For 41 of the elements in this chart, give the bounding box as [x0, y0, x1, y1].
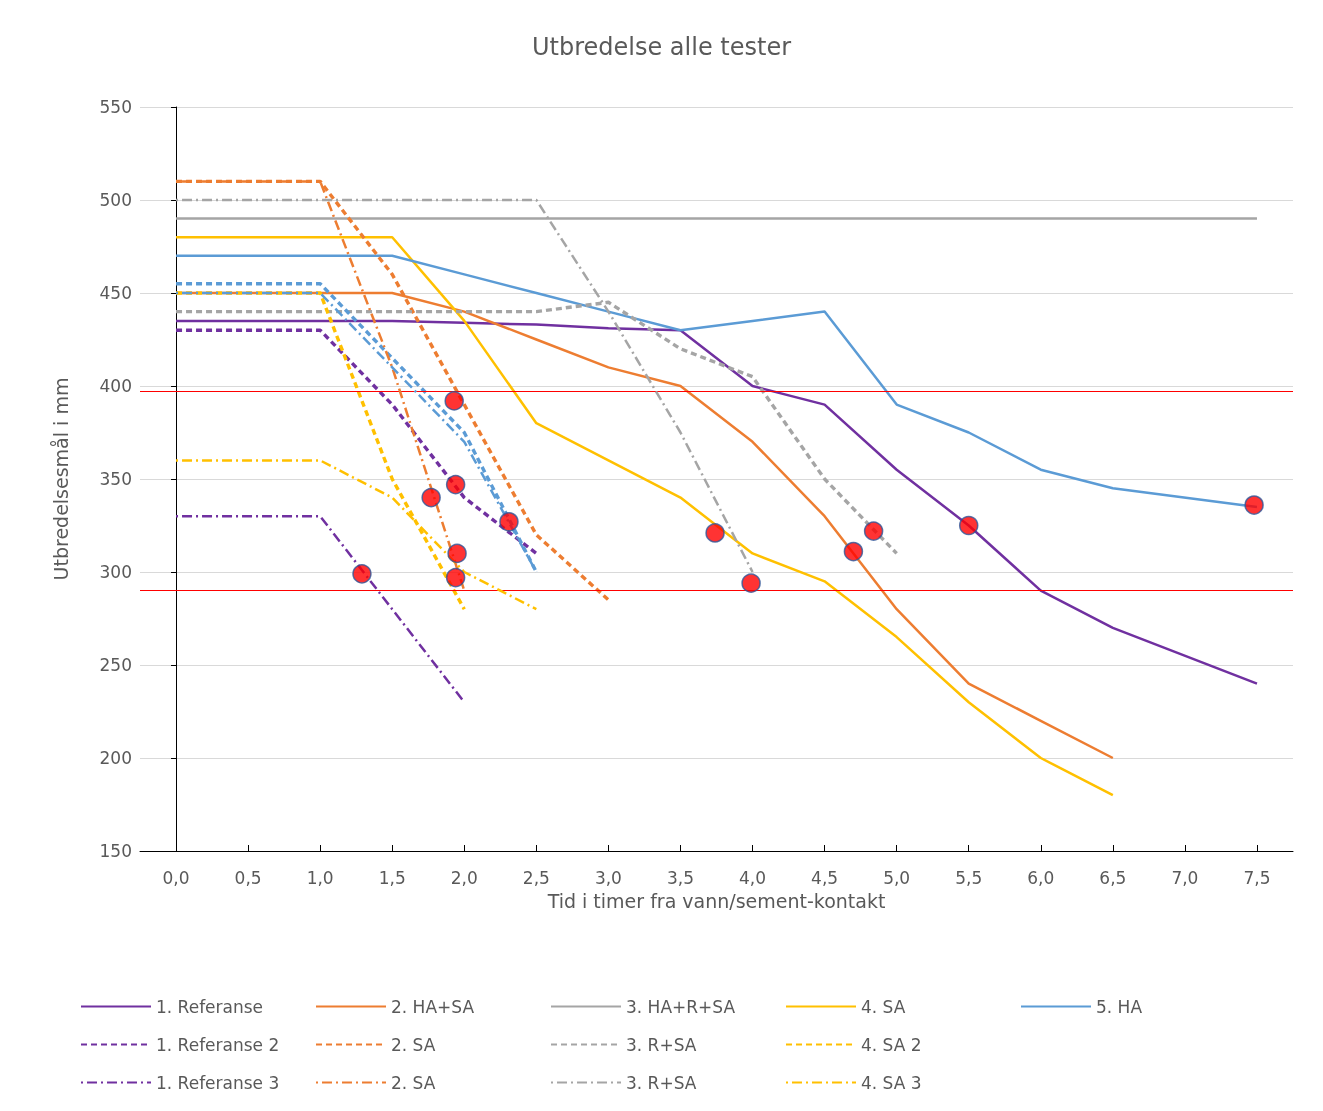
y-tick-label: 150: [99, 841, 132, 861]
x-tick-label: 6,0: [1027, 867, 1055, 888]
x-tick-label: 6,5: [1099, 867, 1127, 888]
x-tick-label: 5,0: [883, 867, 911, 888]
x-tick-label: 1,0: [306, 867, 334, 888]
x-tick-label: 0,0: [162, 867, 190, 888]
legend-label: 1. Referanse: [156, 996, 264, 1017]
legend-label: 4. SA 3: [861, 1072, 922, 1093]
x-tick-label: 3,0: [594, 867, 622, 888]
x-tick-label: 2,0: [450, 867, 478, 888]
legend-label: 3. R+SA: [626, 1072, 702, 1093]
y-tick-label: 550: [99, 97, 132, 117]
legend-label: 2. SA: [391, 1034, 436, 1055]
legend-label: 5. HA: [1096, 996, 1143, 1017]
y-tick-label: 300: [99, 562, 132, 582]
legend-label: 4. SA: [861, 996, 906, 1017]
x-tick-label: 4,5: [811, 867, 839, 888]
legend-label: 1. Referanse 3: [156, 1072, 280, 1093]
y-tick-label: 200: [99, 748, 132, 768]
legend-label: 3. HA+R+SA: [626, 996, 736, 1017]
y-tick-label: 250: [99, 655, 132, 675]
legend-label: 1. Referanse 2: [156, 1034, 280, 1055]
x-tick-label: 1,5: [378, 867, 406, 888]
y-tick-label: 500: [99, 190, 132, 210]
chart-title: Utbredelse alle tester: [531, 33, 792, 61]
x-tick-label: 3,5: [666, 867, 694, 888]
legend-label: 2. HA+SA: [391, 996, 475, 1017]
y-axis-title: Utbredelsesmål i mm: [49, 377, 72, 581]
x-tick-label: 7,0: [1171, 867, 1199, 888]
legend-label: 4. SA 2: [861, 1034, 922, 1055]
x-tick-label: 5,5: [955, 867, 983, 888]
x-tick-label: 4,0: [739, 867, 767, 888]
legend-label: 3. R+SA: [626, 1034, 697, 1055]
x-tick-label: 7,5: [1243, 867, 1271, 888]
legend-label: 2. SA: [391, 1072, 441, 1093]
y-tick-label: 450: [99, 283, 132, 303]
x-tick-label: 2,5: [522, 867, 550, 888]
y-tick-label: 400: [99, 376, 132, 396]
y-tick-label: 350: [99, 469, 132, 489]
x-axis-title: Tid i timer fra vann/sement-kontakt: [546, 889, 886, 912]
x-tick-label: 0,5: [234, 867, 262, 888]
